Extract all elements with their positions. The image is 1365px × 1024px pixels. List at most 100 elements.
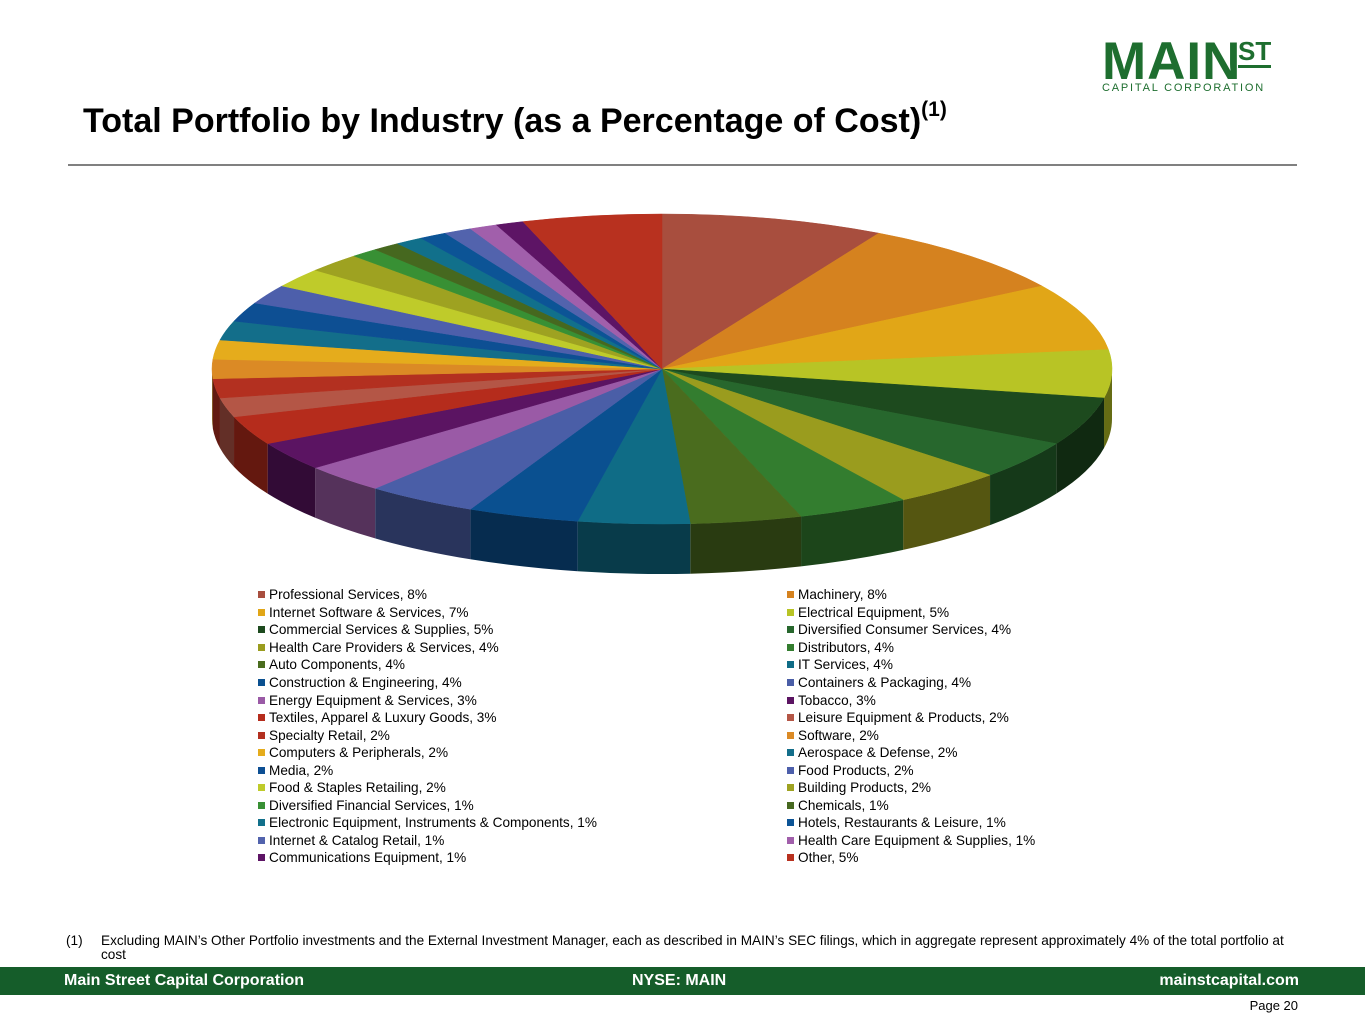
legend-label: Food & Staples Retailing, 2% xyxy=(269,780,446,796)
pie-slice-side xyxy=(212,369,213,429)
legend-swatch xyxy=(787,714,794,722)
legend-label: Aerospace & Defense, 2% xyxy=(798,745,958,761)
legend-swatch xyxy=(258,749,265,757)
pie-slice-side xyxy=(990,443,1057,526)
legend-label: Hotels, Restaurants & Leisure, 1% xyxy=(798,815,1006,831)
page-number: Page 20 xyxy=(1249,998,1298,1013)
legend-item: Construction & Engineering, 4% xyxy=(258,674,787,692)
legend-label: Tobacco, 3% xyxy=(798,692,876,708)
legend-item: Building Products, 2% xyxy=(787,779,1138,797)
industry-pie-chart: Professional Services, 8%Machinery, 8%In… xyxy=(211,213,1113,574)
legend-item: Aerospace & Defense, 2% xyxy=(787,744,1138,762)
pie-slice: Internet Software & Services, 7% xyxy=(661,285,1109,370)
legend-swatch xyxy=(787,626,794,634)
pie-slice: Other, 5% xyxy=(522,213,663,370)
legend-swatch xyxy=(787,591,794,599)
legend-label: Auto Components, 4% xyxy=(269,657,406,673)
legend-label: Construction & Engineering, 4% xyxy=(269,675,462,690)
legend-label: Containers & Packaging, 4% xyxy=(798,675,972,690)
legend-item: Diversified Consumer Services, 4% xyxy=(787,621,1138,639)
pie-slice-side xyxy=(1056,398,1105,494)
legend-label: Machinery, 8% xyxy=(798,587,887,603)
legend-label: Internet & Catalog Retail, 1% xyxy=(269,832,445,848)
legend-swatch xyxy=(258,608,265,616)
logo-wordmark: MAIN xyxy=(1102,32,1242,91)
legend-item: Electronic Equipment, Instruments & Comp… xyxy=(258,814,787,832)
legend-item: Health Care Providers & Services, 4% xyxy=(258,639,787,657)
logo-subtitle: CAPITAL CORPORATION xyxy=(1102,82,1265,94)
legend-label: Chemicals, 1% xyxy=(798,797,889,813)
legend-item: Textiles, Apparel & Luxury Goods, 3% xyxy=(258,709,787,727)
legend-label: Electronic Equipment, Instruments & Comp… xyxy=(269,815,597,831)
legend-swatch xyxy=(258,714,265,722)
pie-slice-side xyxy=(375,488,471,560)
legend-swatch xyxy=(787,679,794,686)
legend-item: Diversified Financial Services, 1% xyxy=(258,797,787,815)
legend-swatch xyxy=(787,836,794,844)
legend-swatch xyxy=(258,784,265,792)
legend-swatch xyxy=(787,696,794,704)
legend-item: Media, 2% xyxy=(258,761,787,779)
legend-swatch xyxy=(258,819,265,827)
footer-website: mainstcapital.com xyxy=(1159,972,1299,989)
pie-slice-side xyxy=(577,521,691,574)
pie-slice-side xyxy=(801,499,904,567)
pie-slice: Machinery, 8% xyxy=(661,232,1043,370)
legend-label: Media, 2% xyxy=(269,762,334,778)
legend-label: Textiles, Apparel & Luxury Goods, 3% xyxy=(269,710,497,726)
legend-item: Electrical Equipment, 5% xyxy=(787,604,1138,622)
legend-item: Hotels, Restaurants & Leisure, 1% xyxy=(787,814,1138,832)
legend-swatch xyxy=(787,766,794,774)
legend-swatch xyxy=(787,749,794,757)
legend-item: Distributors, 4% xyxy=(787,639,1138,657)
legend-item: Computers & Peripherals, 2% xyxy=(258,744,787,762)
legend-swatch xyxy=(787,731,794,739)
legend-swatch xyxy=(258,591,265,599)
pie-slice-side xyxy=(219,398,235,467)
legend-label: Software, 2% xyxy=(798,727,879,743)
pie-slice-side xyxy=(234,416,268,494)
legend-label: Health Care Equipment & Supplies, 1% xyxy=(798,832,1036,848)
legend-item: IT Services, 4% xyxy=(787,656,1138,674)
title-footnote-marker: (1) xyxy=(921,98,947,121)
footnote-number: (1) xyxy=(66,933,83,948)
legend-label: Health Care Providers & Services, 4% xyxy=(269,639,499,655)
legend-item: Specialty Retail, 2% xyxy=(258,726,787,744)
title-divider xyxy=(68,164,1297,166)
legend-label: Diversified Financial Services, 1% xyxy=(269,797,474,813)
pie-slice-side xyxy=(1104,369,1112,449)
legend-swatch xyxy=(258,731,265,739)
legend-swatch xyxy=(787,784,794,792)
pie-slice-side xyxy=(470,509,578,572)
legend-label: Electrical Equipment, 5% xyxy=(798,604,950,620)
legend-item: Communications Equipment, 1% xyxy=(258,849,787,867)
legend-label: Food Products, 2% xyxy=(798,762,914,778)
legend-item: Professional Services, 8% xyxy=(258,586,787,604)
footer-ticker: NYSE: MAIN xyxy=(632,972,727,989)
legend-label: Communications Equipment, 1% xyxy=(269,850,467,866)
legend-swatch xyxy=(258,854,265,862)
legend-item: Commercial Services & Supplies, 5% xyxy=(258,621,787,639)
legend-swatch xyxy=(787,643,794,651)
legend-item: Auto Components, 4% xyxy=(258,656,787,674)
legend-item: Internet & Catalog Retail, 1% xyxy=(258,832,787,850)
pie-slice-side xyxy=(315,467,376,539)
legend-item: Energy Equipment & Services, 3% xyxy=(258,691,787,709)
legend-label: Commercial Services & Supplies, 5% xyxy=(269,622,494,638)
legend-swatch xyxy=(258,836,265,844)
legend-swatch xyxy=(787,608,794,616)
legend-item: Internet Software & Services, 7% xyxy=(258,604,787,622)
legend-item: Leisure Equipment & Products, 2% xyxy=(787,709,1138,727)
legend-swatch xyxy=(258,661,265,669)
legend-swatch xyxy=(787,819,794,827)
chart-legend: Professional Services, 8% Machinery, 8% In… xyxy=(258,586,1138,867)
legend-label: Energy Equipment & Services, 3% xyxy=(269,692,477,708)
page-title-text: Total Portfolio by Industry (as a Percen… xyxy=(83,102,922,140)
legend-label: Diversified Consumer Services, 4% xyxy=(798,622,1012,638)
legend-swatch xyxy=(258,801,265,809)
legend-item: Chemicals, 1% xyxy=(787,797,1138,815)
legend-swatch xyxy=(258,679,265,686)
legend-label: Leisure Equipment & Products, 2% xyxy=(798,710,1009,726)
legend-grid: Professional Services, 8% Machinery, 8% In… xyxy=(258,586,1138,867)
legend-label: Building Products, 2% xyxy=(798,780,931,796)
